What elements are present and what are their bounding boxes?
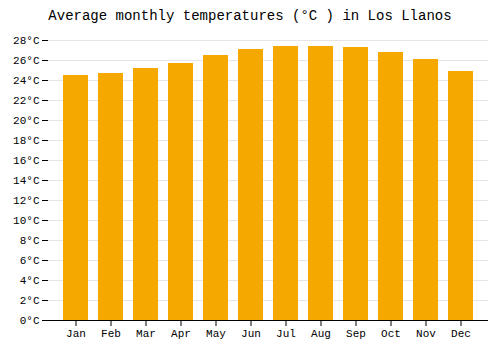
svg-text:Oct: Oct (381, 328, 401, 340)
svg-text:Jun: Jun (241, 328, 261, 340)
svg-text:May: May (206, 328, 226, 340)
svg-text:0°C: 0°C (20, 315, 40, 327)
svg-text:16°C: 16°C (13, 155, 40, 167)
svg-text:6°C: 6°C (20, 255, 40, 267)
svg-text:26°C: 26°C (13, 55, 40, 67)
svg-text:Feb: Feb (101, 328, 121, 340)
svg-text:Dec: Dec (451, 328, 471, 340)
svg-text:Sep: Sep (346, 328, 366, 340)
svg-text:22°C: 22°C (13, 95, 40, 107)
svg-text:14°C: 14°C (13, 175, 40, 187)
html-text:Average monthly temperatures (: Average monthly temperatures (°C ) in Lo… (48, 8, 452, 24)
svg-text:12°C: 12°C (13, 195, 40, 207)
svg-text:Apr: Apr (171, 328, 191, 340)
svg-text:20°C: 20°C (13, 115, 40, 127)
svg-text:4°C: 4°C (20, 275, 40, 287)
svg-text:Jan: Jan (66, 328, 86, 340)
svg-text:Nov: Nov (416, 328, 436, 340)
svg-text:28°C: 28°C (13, 35, 40, 47)
svg-text:24°C: 24°C (13, 75, 40, 87)
svg-text:8°C: 8°C (20, 235, 40, 247)
svg-text:Aug: Aug (311, 328, 331, 340)
svg-text:Jul: Jul (276, 328, 296, 340)
svg-text:2°C: 2°C (20, 295, 40, 307)
svg-text:18°C: 18°C (13, 135, 40, 147)
svg-text:Mar: Mar (136, 328, 156, 340)
svg-text:10°C: 10°C (13, 215, 40, 227)
